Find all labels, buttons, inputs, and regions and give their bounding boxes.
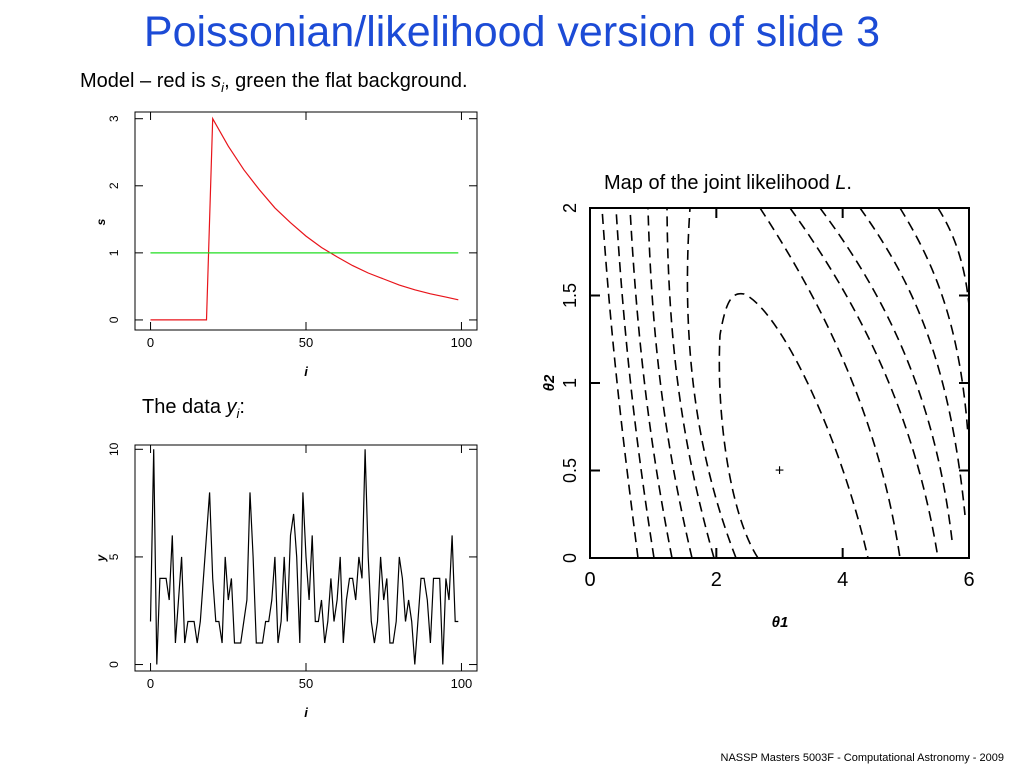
- x-tick-label: 6: [963, 569, 974, 591]
- contour-line: [647, 207, 693, 559]
- map-ylabel: θ2: [541, 374, 558, 391]
- model-caption: Model – red is si, green the flat backgr…: [80, 70, 468, 95]
- max-likelihood-marker: +: [775, 463, 784, 480]
- y-tick-label: 1.5: [560, 283, 580, 308]
- x-tick-label: 100: [451, 676, 473, 691]
- y-tick-label: 10: [107, 442, 121, 456]
- data-ylabel: y: [94, 553, 108, 562]
- contour-inner: [718, 292, 869, 559]
- data-caption: The data yi:: [142, 396, 245, 421]
- contour-line: [666, 207, 715, 559]
- likelihood-map: 0 2 4 6 0 0.5 1 1.5 2 + θ2 θ1: [541, 203, 975, 631]
- data-caption-sub: i: [236, 406, 240, 421]
- contour-line: [615, 207, 655, 559]
- map-caption-var: L: [835, 172, 847, 194]
- model-xlabel: i: [304, 364, 308, 379]
- contour-line: [686, 207, 737, 559]
- y-tick-label: 3: [107, 115, 121, 122]
- data-caption-var: y: [226, 396, 237, 418]
- series-line-0: [149, 449, 459, 665]
- x-tick-label: 4: [837, 569, 848, 591]
- y-tick-label: 2: [107, 182, 121, 189]
- series-line-0: [150, 116, 459, 321]
- y-tick-label: 0: [560, 553, 580, 563]
- model-caption-text: Model – red is: [80, 70, 212, 92]
- slide-title: Poissonian/likelihood version of slide 3: [143, 8, 881, 56]
- x-tick-label: 0: [147, 335, 154, 350]
- x-tick-label: 50: [299, 335, 313, 350]
- model-caption-sub: i: [221, 80, 225, 95]
- model-chart: 0 50 100 0 1 2 3 s i: [94, 111, 478, 379]
- contour-line: [859, 207, 966, 516]
- y-tick-label: 0: [107, 316, 121, 323]
- contour-line: [759, 207, 901, 559]
- contour-line: [899, 207, 969, 436]
- x-tick-label: 0: [147, 676, 154, 691]
- model-plot-frame: [134, 111, 478, 331]
- x-tick-label: 50: [299, 676, 313, 691]
- map-caption-rest: .: [846, 172, 852, 194]
- x-tick-label: 0: [584, 569, 595, 591]
- slide-footer: NASSP Masters 5003F - Computational Astr…: [720, 752, 1005, 764]
- y-tick-label: 2: [560, 203, 580, 213]
- y-tick-label: 0.5: [560, 458, 580, 483]
- map-xlabel: θ1: [772, 614, 789, 631]
- contour-line: [789, 207, 939, 559]
- contour-line: [629, 207, 673, 559]
- model-ylabel: s: [94, 218, 108, 225]
- y-tick-label: 1: [107, 249, 121, 256]
- x-tick-label: 100: [451, 335, 473, 350]
- data-caption-rest: :: [239, 396, 245, 418]
- contour-line: [937, 207, 970, 306]
- likelihood-contours: [601, 207, 970, 559]
- data-xlabel: i: [304, 705, 308, 720]
- y-tick-label: 0: [107, 661, 121, 668]
- data-chart: 0 50 100 0 5 10 y i: [94, 442, 478, 720]
- model-caption-rest: , green the flat background.: [224, 70, 468, 92]
- model-caption-var: s: [211, 70, 222, 92]
- y-tick-label: 5: [107, 553, 121, 560]
- map-caption-text: Map of the joint likelihood: [604, 172, 836, 194]
- x-tick-label: 2: [711, 569, 722, 591]
- y-tick-label: 1: [560, 378, 580, 388]
- contour-line: [601, 207, 639, 559]
- data-caption-text: The data: [142, 396, 227, 418]
- contour-line: [819, 207, 953, 541]
- map-caption: Map of the joint likelihood L.: [604, 172, 852, 195]
